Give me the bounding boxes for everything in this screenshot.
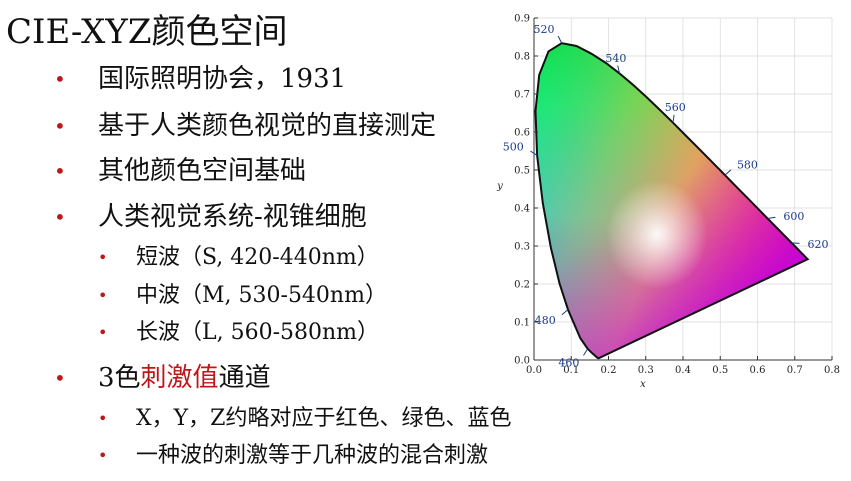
bullet-text: 人类视觉系统-视锥细胞 [98, 202, 367, 232]
wavelength-label: 480 [535, 314, 556, 327]
y-axis-label: y [496, 181, 503, 192]
y-tick-label: 0.5 [514, 166, 530, 177]
bullet-text: 中波（M, 530-540nm） [136, 283, 387, 308]
y-tick-label: 0.8 [514, 52, 530, 63]
bullet-dot-icon: • [98, 286, 108, 305]
gamut-fill [535, 43, 808, 359]
bullet-dot-icon: • [98, 248, 108, 267]
bullet-dot-icon: • [98, 409, 108, 428]
bullet-item: • 国际照明协会，1931 [54, 62, 347, 96]
wavelength-tick [617, 65, 621, 74]
bullet-text-pre: 3色 [98, 363, 141, 393]
bullet-item: • 人类视觉系统-视锥细胞 [54, 200, 367, 234]
x-tick-label: 0.1 [563, 365, 579, 376]
wavelength-label: 540 [605, 52, 626, 65]
bullet-text: 短波（S, 420-440nm） [136, 245, 379, 270]
bullet-text: 基于人类颜色视觉的直接测定 [98, 111, 437, 141]
bullet-dot-icon: • [54, 366, 66, 390]
bullet-dot-icon: • [54, 67, 66, 91]
wavelength-tick [583, 348, 589, 356]
sub-bullet-item: • 短波（S, 420-440nm） [98, 243, 379, 273]
wavelength-label: 460 [558, 356, 579, 369]
x-tick-label: 0.3 [638, 365, 654, 376]
x-tick-label: 0.5 [712, 365, 728, 376]
bullet-item: • 基于人类颜色视觉的直接测定 [54, 109, 437, 143]
x-tick-label: 0.6 [750, 365, 766, 376]
bullet-text: X，Y，Z约略对应于红色、绿色、蓝色 [136, 406, 512, 431]
wavelength-tick [724, 169, 732, 176]
y-tick-label: 0.4 [514, 204, 530, 215]
wavelength-labels: 460 480 500 520 540 560 580 600 620 [503, 23, 829, 370]
cie-chromaticity-diagram: 0.0 0.1 0.2 0.3 0.4 0.5 0.6 0.7 0.8 0.0 0.1 0.2 0.3 0… [496, 14, 840, 391]
y-tick-label: 0.1 [514, 318, 530, 329]
bullet-text: 其他颜色空间基础 [98, 156, 307, 186]
wavelength-tick [530, 150, 538, 156]
wavelength-tick [767, 216, 776, 219]
bullet-item: • 其他颜色空间基础 [54, 154, 307, 188]
sub-bullet-item: • X，Y，Z约略对应于红色、绿色、蓝色 [98, 404, 512, 434]
wavelength-label: 580 [737, 159, 758, 172]
x-axis-label: x [640, 379, 646, 390]
wavelength-tick [561, 309, 569, 316]
bullet-text: 一种波的刺激等于几种波的混合刺激 [136, 443, 489, 468]
wavelength-tick [672, 114, 675, 123]
bullet-item: • 3色刺激值通道 [54, 361, 271, 395]
x-tick-label: 0.7 [787, 365, 803, 376]
bullet-dot-icon: • [54, 114, 66, 138]
x-tick-label: 0.8 [824, 365, 840, 376]
bullet-text: 长波（L, 560-580nm） [136, 320, 380, 345]
bullet-text: 国际照明协会，1931 [98, 64, 347, 94]
wavelength-label: 620 [808, 238, 829, 251]
bullet-text-post: 通道 [218, 363, 271, 393]
x-tick-label: 0.0 [526, 365, 542, 376]
sub-bullet-item: • 一种波的刺激等于几种波的混合刺激 [98, 441, 489, 471]
sub-bullet-item: • 中波（M, 530-540nm） [98, 281, 387, 311]
y-tick-label: 0.6 [514, 128, 530, 139]
spectral-locus-line [534, 42, 810, 360]
slide-title: CIE-XYZ颜色空间 [6, 12, 288, 52]
sub-bullet-item: • 长波（L, 560-580nm） [98, 318, 380, 348]
wavelength-label: 560 [665, 101, 686, 114]
wavelength-label: 500 [503, 141, 524, 154]
axes: 0.0 0.1 0.2 0.3 0.4 0.5 0.6 0.7 0.8 0.0 0.1 0.2 0.3 0… [496, 14, 840, 391]
bullet-dot-icon: • [98, 446, 108, 465]
bullet-dot-icon: • [54, 205, 66, 229]
bullet-dot-icon: • [54, 159, 66, 183]
wavelength-label: 520 [534, 23, 555, 36]
y-tick-label: 0.9 [514, 14, 530, 25]
wavelength-tick [557, 35, 563, 44]
y-tick-label: 0.7 [514, 90, 530, 101]
x-tick-label: 0.4 [675, 365, 691, 376]
y-tick-label: 0.0 [514, 356, 530, 367]
bullet-dot-icon: • [98, 323, 108, 342]
x-tick-label: 0.2 [601, 365, 617, 376]
highlight-text: 刺激值 [140, 363, 219, 393]
y-tick-label: 0.3 [514, 242, 530, 253]
wavelength-label: 600 [783, 210, 804, 223]
y-tick-label: 0.2 [514, 280, 530, 291]
